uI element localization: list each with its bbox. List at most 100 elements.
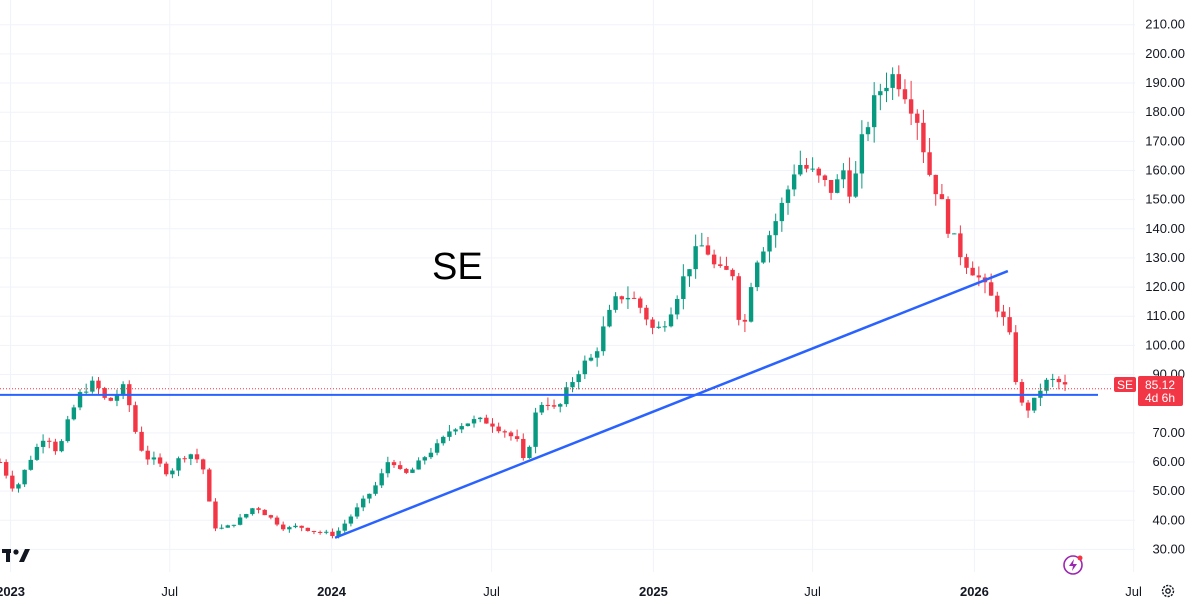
candle-47 <box>287 525 292 533</box>
candle-50 <box>305 527 311 532</box>
settings-gear-icon[interactable] <box>1161 584 1175 598</box>
candle-67 <box>410 467 415 474</box>
grid-lines <box>0 0 1135 572</box>
candle-64 <box>391 459 397 468</box>
candle-1 <box>3 459 9 479</box>
candle-80 <box>490 418 495 433</box>
candle-75 <box>459 423 464 434</box>
candle-14 <box>83 383 89 395</box>
candle-20 <box>120 381 126 400</box>
candle-72 <box>441 435 446 446</box>
candle-88 <box>539 402 544 416</box>
candle-35 <box>213 498 218 532</box>
candle-49 <box>299 525 304 532</box>
candle-101 <box>619 295 624 304</box>
candle-42 <box>256 506 261 514</box>
candle-171 <box>1050 373 1055 388</box>
candle-139 <box>853 161 858 198</box>
candle-89 <box>545 397 551 411</box>
candle-18 <box>108 397 114 402</box>
y-tick-label-0: 210.00 <box>1145 17 1185 32</box>
candle-4 <box>22 469 27 487</box>
candle-150 <box>921 109 926 164</box>
y-tick-label-3: 180.00 <box>1145 104 1185 119</box>
candle-12 <box>71 404 77 421</box>
candle-121 <box>742 314 748 333</box>
candle-71 <box>434 439 440 456</box>
candle-156 <box>958 225 963 266</box>
candle-22 <box>133 401 138 434</box>
candle-172 <box>1056 376 1062 390</box>
candle-40 <box>244 513 249 519</box>
candle-93 <box>570 377 575 393</box>
candle-144 <box>884 72 889 103</box>
candle-30 <box>182 455 187 463</box>
candle-158 <box>970 261 975 276</box>
candle-86 <box>527 445 532 459</box>
candle-152 <box>933 174 938 206</box>
candle-38 <box>231 524 237 528</box>
y-tick-label-7: 140.00 <box>1145 221 1185 236</box>
candle-87 <box>533 407 538 454</box>
candle-6 <box>34 443 40 461</box>
candle-70 <box>428 447 434 460</box>
candle-133 <box>816 166 821 183</box>
y-tick-label-10: 110.00 <box>1146 308 1185 323</box>
candle-84 <box>514 429 520 442</box>
candle-165 <box>1013 325 1018 385</box>
candle-112 <box>687 269 692 287</box>
candle-170 <box>1044 377 1049 394</box>
y-tick-label-6: 150.00 <box>1145 192 1185 207</box>
candle-132 <box>810 157 815 172</box>
candle-27 <box>164 461 169 477</box>
candle-153 <box>939 184 945 200</box>
candle-85 <box>521 433 526 461</box>
candle-129 <box>791 164 797 197</box>
candle-105 <box>644 304 649 326</box>
candle-130 <box>798 150 803 177</box>
candle-59 <box>361 495 366 512</box>
candle-157 <box>964 253 969 274</box>
candle-100 <box>613 292 618 313</box>
candle-118 <box>724 256 729 271</box>
candle-51 <box>311 530 317 535</box>
candle-142 <box>871 82 877 143</box>
candle-136 <box>835 174 840 194</box>
candle-43 <box>262 509 267 516</box>
trendline-0 <box>334 269 1009 539</box>
x-tick-label-4: 2025 <box>639 584 668 599</box>
candle-68 <box>416 457 421 470</box>
candle-33 <box>200 458 206 475</box>
x-tick-label-1: Jul <box>161 584 178 599</box>
candle-149 <box>915 109 920 140</box>
candle-151 <box>927 137 932 177</box>
x-tick-label-2: 2024 <box>317 584 347 599</box>
y-tick-label-11: 100.00 <box>1145 337 1185 352</box>
candle-147 <box>902 79 908 104</box>
candle-145 <box>890 67 895 101</box>
candle-135 <box>828 179 834 200</box>
candle-32 <box>194 448 200 464</box>
candle-109 <box>668 307 674 328</box>
candle-91 <box>558 403 563 413</box>
candle-113 <box>693 234 698 279</box>
candle-8 <box>47 437 52 449</box>
candle-102 <box>625 286 631 309</box>
candle-26 <box>157 453 163 467</box>
candle-116 <box>711 249 717 269</box>
y-tick-label-4: 170.00 <box>1145 133 1185 148</box>
lightning-icon[interactable] <box>1063 555 1083 575</box>
candle-99 <box>607 304 612 328</box>
price-tag-box <box>1138 376 1183 406</box>
drawing-lines <box>0 269 1112 539</box>
candle-2 <box>10 470 15 492</box>
candle-95 <box>582 355 588 380</box>
tradingview-logo-icon[interactable] <box>2 549 30 562</box>
candle-128 <box>785 185 791 215</box>
candle-103 <box>631 291 637 300</box>
y-tick-label-13: 70.00 <box>1152 425 1185 440</box>
candle-120 <box>736 272 741 326</box>
candle-79 <box>484 414 489 424</box>
candle-60 <box>367 493 372 504</box>
